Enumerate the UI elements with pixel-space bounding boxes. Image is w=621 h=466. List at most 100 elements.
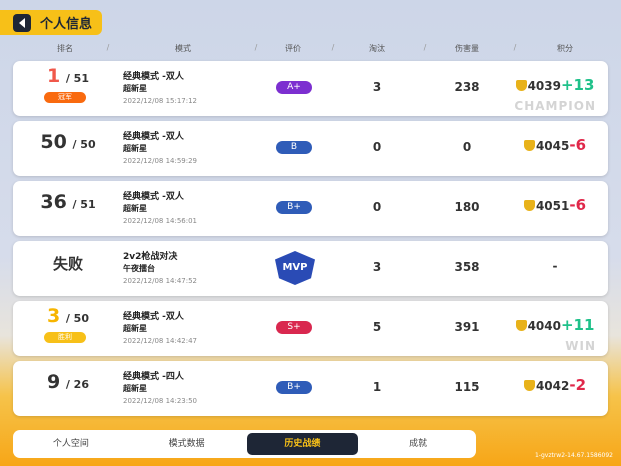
col-rank: 排名 <box>57 44 73 53</box>
score-delta: -6 <box>569 196 587 214</box>
grade-badge: B+ <box>276 381 312 394</box>
match-row[interactable]: WIN 3 / 50 胜利 经典模式 -双人 超新星 2022/12/08 14:42:4… <box>13 301 608 356</box>
eliminations: 0 <box>372 200 382 214</box>
back-button[interactable] <box>13 13 31 32</box>
score-value: 4051 <box>535 199 570 213</box>
score-value: 4039 <box>527 79 561 93</box>
grade-badge: B+ <box>276 201 312 214</box>
column-separator: / <box>513 43 517 52</box>
mvp-badge-icon: MVP <box>275 251 315 285</box>
rank-total: / 26 <box>65 378 89 391</box>
match-row[interactable]: CHAMPION 1 / 51 冠军 经典模式 -双人 超新星 2022/12/08 15… <box>13 61 608 116</box>
mode-name: 经典模式 -双人 <box>123 72 184 82</box>
back-arrow-icon <box>19 17 25 28</box>
rank-value: 1 <box>47 65 61 87</box>
rank-total: / 51 <box>72 198 96 211</box>
score-value: 4040 <box>527 319 561 333</box>
eliminations: 0 <box>372 140 382 154</box>
rank-total: / 50 <box>72 138 96 151</box>
grade-badge: B <box>276 141 312 154</box>
mode-name: 2v2枪战对决 <box>123 252 178 262</box>
damage: 180 <box>454 200 480 214</box>
score: - <box>510 256 600 275</box>
score: 4045-6 <box>510 136 600 155</box>
match-time: 2022/12/08 14:42:47 <box>123 337 198 345</box>
shield-icon <box>523 200 535 211</box>
tab-personal-space[interactable]: 个人空间 <box>52 439 89 449</box>
result-badge: 冠军 <box>44 92 86 103</box>
eliminations: 3 <box>372 260 382 274</box>
mode-name: 经典模式 -双人 <box>123 312 184 322</box>
damage: 115 <box>454 380 480 394</box>
tab-achievements[interactable]: 成就 <box>409 439 428 449</box>
shield-icon <box>515 80 527 91</box>
damage: 0 <box>462 140 472 154</box>
result-watermark: WIN <box>565 339 596 353</box>
tab-mode-data[interactable]: 模式数据 <box>168 439 205 449</box>
match-time: 2022/12/08 15:17:12 <box>123 97 198 105</box>
map-name: 超新星 <box>123 144 147 153</box>
mode-name: 经典模式 -双人 <box>123 192 184 202</box>
column-separator: / <box>423 43 427 52</box>
col-damage: 伤害量 <box>455 44 479 53</box>
tab-match-history[interactable]: 历史战绩 <box>246 433 359 455</box>
column-separator: / <box>331 43 335 52</box>
map-name: 超新星 <box>123 204 147 213</box>
match-row[interactable]: 9 / 26 经典模式 -四人 超新星 2022/12/08 14:23:50 B+ 1 1… <box>13 361 608 416</box>
column-separator: / <box>254 43 258 52</box>
score-delta: +13 <box>560 76 595 94</box>
bottom-tabs: 个人空间 模式数据 历史战绩 成就 <box>13 430 476 458</box>
score-delta: -6 <box>569 136 587 154</box>
rank-total: / 51 <box>65 72 89 85</box>
grade-badge: A+ <box>276 81 312 94</box>
score-value: - <box>552 259 558 273</box>
map-name: 超新星 <box>123 84 147 93</box>
score-value: 4042 <box>535 379 570 393</box>
page-title: 个人信息 <box>40 17 93 32</box>
result-watermark: CHAMPION <box>514 99 596 113</box>
result-badge: 胜利 <box>44 332 86 343</box>
score: 4039+13 <box>510 76 600 95</box>
col-eliminations: 淘汰 <box>369 44 385 53</box>
eliminations: 1 <box>372 380 382 394</box>
score: 4042-2 <box>510 376 600 395</box>
version-text: 1-gvztrw2-14.67.1586092 <box>534 452 613 459</box>
col-grade: 评价 <box>285 44 301 53</box>
match-time: 2022/12/08 14:23:50 <box>123 397 198 405</box>
score: 4051-6 <box>510 196 600 215</box>
score: 4040+11 <box>510 316 600 335</box>
grade-badge: S+ <box>276 321 312 334</box>
rank-value: 3 <box>47 305 61 327</box>
match-row[interactable]: 失败 2v2枪战对决 午夜擂台 2022/12/08 14:47:52 MVP 3 358… <box>13 241 608 296</box>
header: 个人信息 <box>0 10 102 35</box>
shield-icon <box>515 320 527 331</box>
damage: 358 <box>454 260 480 274</box>
score-value: 4045 <box>535 139 570 153</box>
shield-icon <box>523 380 535 391</box>
shield-icon <box>523 140 535 151</box>
column-headers: 排名 / 模式 / 评价 / 淘汰 / 伤害量 / 积分 <box>0 43 621 55</box>
rank-total: / 50 <box>65 312 89 325</box>
col-mode: 模式 <box>175 44 191 53</box>
map-name: 午夜擂台 <box>123 264 155 273</box>
mode-name: 经典模式 -双人 <box>123 132 184 142</box>
match-time: 2022/12/08 14:47:52 <box>123 277 198 285</box>
rank-value: 50 <box>40 131 67 153</box>
mode-name: 经典模式 -四人 <box>123 372 184 382</box>
score-delta: -2 <box>569 376 587 394</box>
score-delta: +11 <box>560 316 595 334</box>
match-row[interactable]: 50 / 50 经典模式 -双人 超新星 2022/12/08 14:59:29 B 0 0… <box>13 121 608 176</box>
match-row[interactable]: 36 / 51 经典模式 -双人 超新星 2022/12/08 14:56:01 B+ 0… <box>13 181 608 236</box>
column-separator: / <box>106 43 110 52</box>
rank-value: 36 <box>40 191 67 213</box>
match-time: 2022/12/08 14:56:01 <box>123 217 198 225</box>
map-name: 超新星 <box>123 384 147 393</box>
eliminations: 5 <box>372 320 382 334</box>
rank-value: 失败 <box>52 255 83 273</box>
damage: 391 <box>454 320 480 334</box>
match-time: 2022/12/08 14:59:29 <box>123 157 198 165</box>
map-name: 超新星 <box>123 324 147 333</box>
rank-value: 9 <box>47 371 61 393</box>
eliminations: 3 <box>372 80 382 94</box>
damage: 238 <box>454 80 480 94</box>
